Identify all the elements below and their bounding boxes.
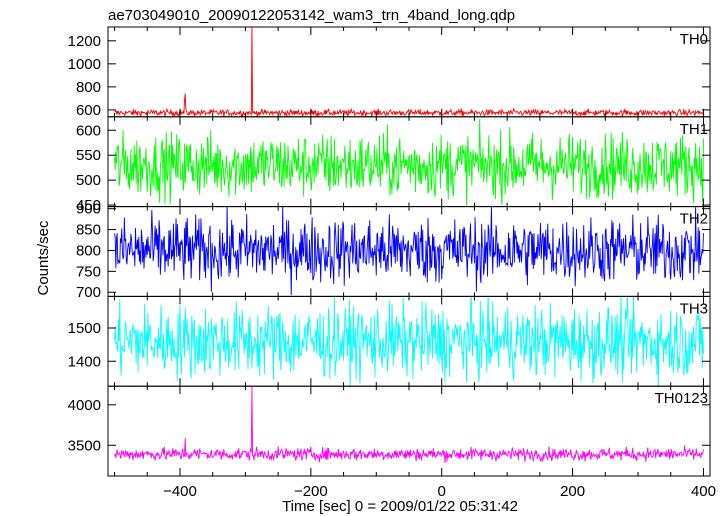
panel-label: TH1	[680, 121, 708, 138]
series-line-th1	[114, 119, 704, 207]
panel-th2: 700 750 800 850 900 TH2	[76, 201, 711, 301]
panels-group: 600 800 1000 1200 TH0 450 500 550 600 TH1 700 750 80…	[68, 26, 716, 500]
series-line-th2	[114, 206, 704, 296]
y-tick-label: 500	[76, 172, 101, 189]
panel-frame	[107, 26, 711, 118]
y-axis-label: Counts/sec	[35, 220, 52, 296]
panel-frame	[107, 385, 711, 477]
panel-label: TH0123	[655, 390, 708, 407]
y-tick-label: 4000	[68, 397, 101, 414]
y-tick-label: 550	[76, 147, 101, 164]
panel-label: TH0	[680, 31, 708, 48]
series-line-th0	[114, 27, 704, 117]
panel-th1: 450 500 550 600 TH1	[76, 116, 711, 214]
series-line-th0123	[114, 386, 704, 463]
y-tick-label: 1400	[68, 353, 101, 370]
y-tick-label: 600	[76, 122, 101, 139]
panel-th0123: 3500 4000 TH0123	[68, 385, 711, 477]
y-tick-label: 800	[76, 242, 101, 259]
series-line-th3	[114, 296, 704, 387]
panel-label: TH3	[680, 300, 708, 317]
y-tick-label: 800	[76, 79, 101, 96]
y-tick-label: 900	[76, 201, 101, 218]
panel-label: TH2	[680, 211, 708, 228]
y-tick-label: 1200	[68, 33, 101, 50]
y-tick-label: 750	[76, 263, 101, 280]
x-tick-label: 0	[438, 483, 446, 500]
y-tick-label: 700	[76, 284, 101, 301]
y-tick-label: 1000	[68, 56, 101, 73]
panel-th0: 600 800 1000 1200 TH0	[68, 26, 711, 119]
x-tick-label: 400	[691, 483, 716, 500]
x-axis-label: Time [sec] 0 = 2009/01/22 05:31:42	[282, 498, 518, 515]
x-tick-label: −400	[163, 483, 197, 500]
y-tick-label: 3500	[68, 437, 101, 454]
x-tick-label: −200	[294, 483, 328, 500]
x-tick-label: 200	[560, 483, 585, 500]
y-tick-label: 600	[76, 102, 101, 119]
panel-th3: 1400 1500 TH3	[68, 295, 711, 387]
chart-title: ae703049010_20090122053142_wam3_trn_4ban…	[108, 7, 515, 24]
y-tick-label: 450	[76, 197, 101, 214]
y-tick-label: 850	[76, 222, 101, 239]
y-tick-label: 1500	[68, 320, 101, 337]
